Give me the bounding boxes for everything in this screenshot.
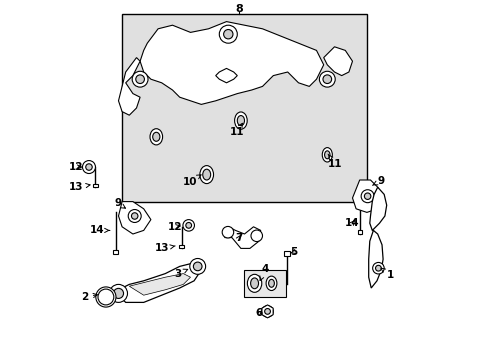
Ellipse shape: [237, 116, 244, 126]
Text: 1: 1: [380, 268, 393, 280]
Circle shape: [100, 291, 111, 303]
Circle shape: [223, 30, 232, 39]
Ellipse shape: [250, 278, 258, 289]
Text: 14: 14: [345, 218, 359, 228]
Ellipse shape: [203, 169, 210, 180]
Text: 2: 2: [81, 292, 97, 302]
Circle shape: [136, 75, 144, 84]
Polygon shape: [368, 230, 382, 288]
Text: 5: 5: [289, 247, 297, 257]
Polygon shape: [323, 47, 352, 76]
Bar: [284, 251, 289, 256]
Circle shape: [361, 190, 373, 203]
Text: 6: 6: [255, 308, 262, 318]
Circle shape: [261, 306, 273, 317]
Bar: [122, 14, 366, 202]
Bar: [113, 250, 118, 254]
Bar: [244, 270, 285, 297]
Bar: [93, 184, 98, 187]
Ellipse shape: [265, 276, 276, 291]
Polygon shape: [215, 68, 237, 83]
Bar: [179, 245, 183, 248]
Polygon shape: [262, 305, 273, 318]
Circle shape: [364, 193, 370, 199]
Circle shape: [219, 25, 237, 43]
Circle shape: [372, 262, 384, 274]
Polygon shape: [118, 202, 151, 234]
Bar: [357, 230, 361, 234]
Text: 10: 10: [182, 175, 201, 187]
Text: 12: 12: [168, 222, 182, 232]
Text: 11: 11: [327, 154, 342, 169]
Polygon shape: [352, 180, 381, 212]
Circle shape: [96, 287, 116, 307]
Text: 12: 12: [69, 162, 83, 172]
Circle shape: [375, 265, 381, 271]
Text: 8: 8: [235, 4, 243, 14]
Polygon shape: [115, 263, 201, 302]
Ellipse shape: [324, 151, 329, 159]
Text: 14: 14: [89, 225, 109, 235]
Text: 3: 3: [174, 269, 187, 279]
Circle shape: [322, 75, 331, 84]
Circle shape: [113, 288, 123, 298]
Text: 13: 13: [69, 182, 90, 192]
Circle shape: [98, 289, 114, 305]
Polygon shape: [369, 187, 386, 230]
Circle shape: [189, 258, 205, 274]
Circle shape: [85, 164, 92, 170]
Circle shape: [183, 220, 194, 231]
Text: 7: 7: [235, 233, 242, 243]
Ellipse shape: [150, 129, 163, 145]
Text: 13: 13: [155, 243, 175, 253]
Ellipse shape: [234, 112, 247, 129]
Circle shape: [131, 213, 138, 219]
Circle shape: [185, 222, 191, 228]
Circle shape: [264, 309, 270, 314]
Circle shape: [193, 262, 202, 271]
Circle shape: [82, 161, 95, 174]
Ellipse shape: [152, 132, 160, 141]
Circle shape: [319, 71, 335, 87]
Ellipse shape: [268, 279, 274, 287]
Circle shape: [132, 71, 148, 87]
Polygon shape: [224, 227, 260, 248]
Text: 9: 9: [114, 198, 125, 208]
Circle shape: [222, 226, 233, 238]
Ellipse shape: [200, 166, 213, 184]
Polygon shape: [140, 22, 323, 104]
Ellipse shape: [322, 148, 332, 162]
Polygon shape: [129, 274, 190, 295]
Text: 11: 11: [229, 123, 244, 138]
Text: 4: 4: [260, 264, 268, 280]
Polygon shape: [118, 58, 140, 115]
Circle shape: [250, 230, 262, 242]
Ellipse shape: [247, 274, 261, 292]
Text: 9: 9: [372, 176, 384, 186]
Circle shape: [109, 284, 127, 302]
Circle shape: [128, 210, 141, 222]
